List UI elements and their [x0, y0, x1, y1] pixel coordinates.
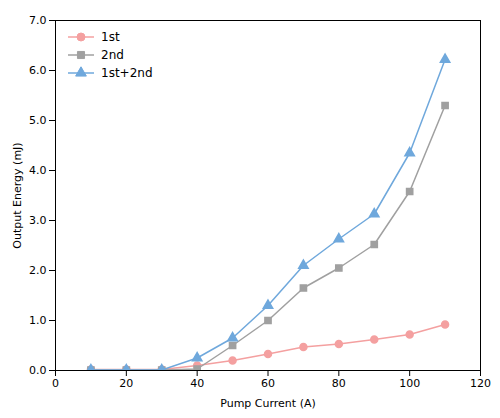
svg-text:20: 20 — [119, 377, 133, 390]
svg-text:4.0: 4.0 — [29, 164, 47, 177]
svg-text:0.0: 0.0 — [29, 364, 47, 377]
svg-text:5.0: 5.0 — [29, 114, 47, 127]
html-text:2nd: 2nd — [101, 48, 124, 62]
svg-text:6.0: 6.0 — [29, 64, 47, 77]
svg-text:1.0: 1.0 — [29, 314, 47, 327]
svg-text:100: 100 — [399, 377, 420, 390]
svg-text:0: 0 — [52, 377, 59, 390]
svg-text:80: 80 — [332, 377, 346, 390]
svg-text:Pump Current (A): Pump Current (A) — [220, 397, 316, 410]
html-text:1st: 1st — [101, 30, 120, 44]
svg-text:2.0: 2.0 — [29, 264, 47, 277]
svg-text:3.0: 3.0 — [29, 214, 47, 227]
svg-text:40: 40 — [190, 377, 204, 390]
svg-text:Output Energy (mJ): Output Energy (mJ) — [11, 142, 24, 248]
svg-text:120: 120 — [470, 377, 491, 390]
svg-text:7.0: 7.0 — [29, 14, 47, 27]
html-text:1st+2nd: 1st+2nd — [101, 66, 153, 80]
svg-text:60: 60 — [261, 377, 275, 390]
